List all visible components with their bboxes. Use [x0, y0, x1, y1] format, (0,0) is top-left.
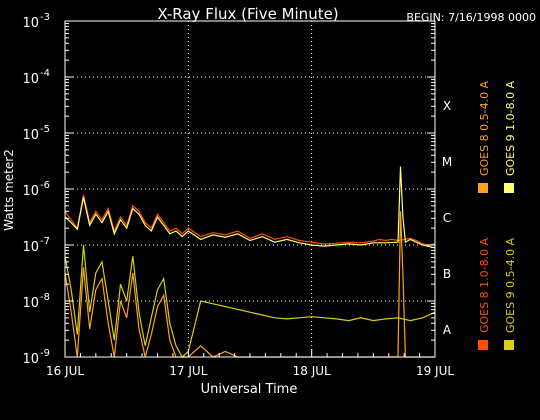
- x-axis-label: Universal Time: [201, 382, 298, 397]
- legend-swatch: [504, 340, 514, 350]
- x-tick-label: 17 JUL: [169, 364, 207, 378]
- flare-class-label: M: [442, 155, 452, 169]
- series-line-goes-8-1-0-8-0-a: [64, 194, 436, 246]
- series-layer: [64, 166, 436, 358]
- legend: GOES 8 1.0-8.0 A GOES 8 0.5-4.0 A GOES 9 0…: [478, 80, 517, 350]
- y-tick-label-exponent: -4: [40, 68, 50, 79]
- chart-title: X-Ray Flux (Five Minute): [157, 5, 338, 23]
- y-tick-label-exponent: -7: [40, 236, 50, 247]
- y-tick-label-base: 10: [22, 72, 39, 87]
- x-tick-label: 18 JUL: [293, 364, 331, 378]
- flare-class-label: X: [443, 99, 451, 113]
- y-tick-label-base: 10: [22, 352, 39, 367]
- legend-label: GOES 9 0.5-4.0 A: [504, 237, 517, 333]
- chart-subtitle: BEGIN: 7/16/1998 0000: [406, 11, 536, 24]
- y-tick-label-exponent: -8: [40, 292, 50, 303]
- legend-swatch: [478, 340, 488, 350]
- y-tick-label-base: 10: [22, 184, 39, 199]
- x-tick-label: 16 JUL: [46, 364, 84, 378]
- y-tick-label-base: 10: [22, 296, 39, 311]
- y-tick-label-exponent: -9: [40, 348, 50, 359]
- x-tick-label: 19 JUL: [416, 364, 454, 378]
- tick-layer: 10-910-810-710-610-510-410 -316 JUL 17 JUL…: [22, 12, 454, 378]
- series-line-goes-9-1-0-8-0-a: [64, 166, 436, 249]
- legend-label: GOES 8 1.0-8.0 A: [478, 237, 491, 333]
- grid-layer: [65, 21, 435, 357]
- y-tick-label-exponent: -6: [40, 180, 50, 191]
- flare-class-label: A: [443, 323, 452, 337]
- y-tick-label-base: 10: [22, 16, 39, 31]
- legend-swatch: [504, 183, 514, 193]
- y-tick-label-exponent: -5: [40, 124, 50, 135]
- legend-label: GOES 9 1.0-8.0 A: [504, 80, 517, 176]
- legend-label: GOES 8 0.5-4.0 A: [478, 80, 491, 176]
- flare-class-label: B: [443, 267, 451, 281]
- y-axis-label: Watts meter2: [2, 149, 16, 231]
- y-tick-label-exponent: -3: [40, 12, 50, 23]
- y-tick-label-base: 10: [22, 240, 39, 255]
- flare-class-label: C: [443, 211, 451, 225]
- legend-swatch: [478, 183, 488, 193]
- y-tick-label-base: 10: [22, 128, 39, 143]
